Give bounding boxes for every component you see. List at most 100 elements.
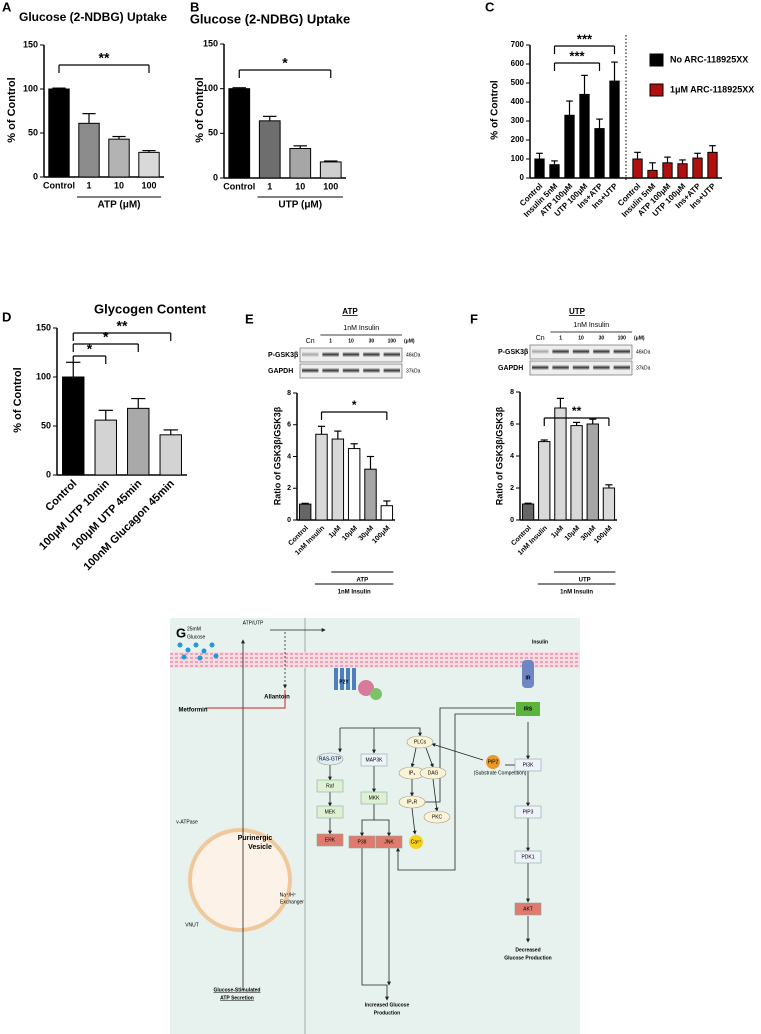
error-bar — [317, 425, 326, 435]
panel-letter: F — [470, 311, 478, 326]
bar — [94, 419, 117, 476]
y-tick-label: 4 — [510, 453, 514, 460]
significance-label: *** — [577, 31, 593, 46]
bar — [228, 88, 251, 179]
node-box — [514, 758, 542, 772]
error-bar — [383, 500, 391, 506]
error-bar — [293, 145, 307, 149]
group-label: 1nM Insulin — [560, 590, 593, 596]
blot-row-label: GAPDH — [498, 365, 523, 372]
glucose-dots — [177, 642, 219, 661]
diagram-label: IP₃ — [409, 770, 416, 776]
node-box — [316, 833, 344, 847]
blot-band — [593, 365, 610, 370]
diagram-label: PIP2 — [488, 759, 499, 765]
bar — [319, 161, 342, 179]
error-bar — [263, 115, 277, 121]
diagram-background — [170, 618, 580, 1034]
x-tick-label: 100μM — [593, 525, 613, 545]
diagram-label: MKK — [369, 795, 381, 801]
blot-size-label: 37kDa — [406, 368, 421, 374]
node-ellipse — [419, 766, 447, 780]
blot-lane-label: 1 — [559, 335, 562, 341]
blot-band — [363, 368, 380, 373]
error-bar — [536, 152, 543, 159]
error-bar — [350, 443, 358, 449]
diagram-label: PDK1 — [521, 854, 534, 860]
insulin-receptor — [516, 660, 540, 716]
blot-header: 1nM Insulin — [343, 325, 379, 332]
bar — [632, 158, 643, 179]
significance-label: *** — [569, 48, 585, 63]
bar — [521, 503, 535, 521]
error-bar — [540, 439, 548, 442]
bar — [347, 448, 361, 521]
blot-lane-label: Cn — [536, 335, 545, 342]
significance-label: ** — [117, 318, 128, 334]
error-bar — [98, 409, 113, 421]
error-bar — [334, 430, 342, 440]
blot-band — [552, 365, 569, 370]
bar — [549, 164, 560, 179]
diagram-label: Raf — [326, 783, 334, 789]
diagram-label: Glucose Production — [504, 955, 552, 961]
error-bar — [556, 397, 564, 408]
node-box — [360, 791, 388, 805]
significance-label: * — [352, 398, 357, 412]
y-tick-label: 0 — [33, 171, 38, 181]
y-tick-label: 600 — [511, 59, 525, 68]
diagram-label: Allantoin — [264, 695, 290, 701]
legend-swatch — [649, 53, 664, 67]
panel-letter: C — [485, 0, 495, 14]
x-tick-label: 100 — [323, 181, 338, 191]
diagram-label: MAP3K — [366, 757, 384, 763]
y-axis-label: % of Control — [12, 367, 24, 432]
diagram-label: DAG — [428, 770, 439, 776]
y-tick-label: 0 — [46, 469, 51, 479]
blot-band — [552, 349, 569, 354]
diagram-label: Na⁺/H⁺ — [280, 892, 297, 898]
error-bar — [566, 100, 573, 116]
y-tick-label: 100 — [23, 83, 38, 93]
group-label: ATP (μM) — [98, 200, 141, 211]
y-axis-label: Ratio of GSK3β/GSK3β — [494, 406, 504, 505]
blot-lane-label: 30 — [599, 335, 605, 341]
y-tick-label: 8 — [287, 390, 291, 397]
node-box — [316, 805, 344, 819]
blot-size-label: 46kDa — [636, 349, 651, 355]
diagram-label: JNK — [384, 839, 394, 845]
vesicle — [188, 828, 292, 932]
group-label: 1nM Insulin — [338, 590, 371, 596]
membrane-lines — [170, 653, 580, 667]
blot-band — [572, 365, 590, 370]
bar — [315, 433, 328, 521]
y-axis-label: % of Control — [194, 77, 206, 142]
y-tick-label: 100 — [203, 83, 218, 93]
blot-header: 1nM Insulin — [573, 322, 609, 329]
y-tick-label: 100 — [511, 154, 525, 163]
y-tick-label: 2 — [287, 485, 291, 492]
y-tick-label: 150 — [203, 38, 218, 48]
y-tick-label: 700 — [511, 40, 525, 49]
error-bar — [301, 502, 309, 505]
blot-band — [593, 349, 610, 354]
x-tick-label: 100 — [141, 180, 156, 190]
diagram-label: v-ATPase — [176, 819, 198, 825]
blot-row-label: GAPDH — [268, 368, 293, 375]
y-tick-label: 400 — [511, 97, 525, 106]
diagram-label: 25mM — [187, 626, 201, 632]
significance-label: * — [282, 55, 288, 71]
group-label: UTP (μM) — [278, 200, 322, 211]
diagram-label: RAS-GTP — [319, 756, 342, 762]
error-bar — [581, 74, 588, 95]
significance-label: ** — [572, 404, 582, 418]
panel-letter: D — [2, 309, 11, 324]
diagram-label: Ca²⁺ — [411, 839, 422, 845]
bar — [707, 151, 718, 179]
error-bar — [142, 150, 156, 153]
error-bar — [679, 159, 686, 164]
node-circle — [486, 755, 500, 769]
blot-band — [532, 365, 549, 370]
diagram-label: P2Y — [339, 679, 349, 685]
